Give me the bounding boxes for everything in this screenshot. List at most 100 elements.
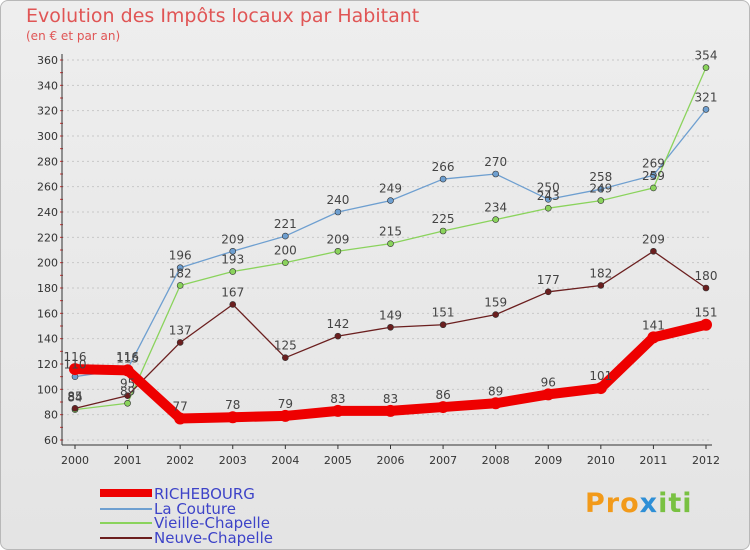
data-point-la-couture bbox=[544, 196, 552, 203]
data-label-richebourg: 96 bbox=[541, 375, 556, 389]
y-tick-label: 280 bbox=[37, 155, 58, 168]
data-label-vieille-chapelle: 243 bbox=[537, 189, 560, 203]
data-label-vieille-chapelle: 209 bbox=[326, 232, 349, 246]
data-point-la-couture bbox=[492, 170, 499, 178]
data-label-richebourg: 115 bbox=[116, 351, 139, 365]
data-label-neuve-chapelle: 142 bbox=[326, 317, 349, 331]
y-tick-label: 320 bbox=[37, 105, 58, 118]
data-point-la-couture bbox=[702, 106, 710, 113]
data-point-vieille-chapelle bbox=[334, 247, 342, 255]
data-point-neuve-chapelle bbox=[71, 405, 79, 412]
data-label-la-couture: 221 bbox=[274, 217, 297, 231]
proxiti-logo: Proxiti bbox=[585, 488, 693, 519]
x-tick-label: 2007 bbox=[429, 454, 457, 467]
legend-label-richebourg: RICHEBOURG bbox=[154, 485, 255, 503]
data-label-neuve-chapelle: 95 bbox=[120, 377, 135, 391]
chart-subtitle: (en € et par an) bbox=[26, 29, 121, 43]
data-point-neuve-chapelle bbox=[597, 282, 605, 289]
data-point-richebourg bbox=[647, 331, 660, 344]
data-point-la-couture bbox=[439, 175, 447, 183]
data-point-la-couture bbox=[597, 185, 605, 193]
data-point-richebourg bbox=[594, 382, 607, 395]
data-label-neuve-chapelle: 85 bbox=[67, 389, 82, 403]
data-label-richebourg: 78 bbox=[225, 398, 240, 412]
data-point-neuve-chapelle bbox=[650, 247, 657, 255]
legend-label-vieille-chapelle: Vieille-Chapelle bbox=[154, 514, 270, 532]
data-point-richebourg bbox=[226, 411, 239, 424]
data-point-vieille-chapelle bbox=[229, 268, 237, 275]
data-point-vieille-chapelle bbox=[387, 240, 394, 247]
legend-label-neuve-chapelle: Neuve-Chapelle bbox=[154, 529, 273, 547]
x-tick-label: 2009 bbox=[534, 454, 562, 467]
data-label-neuve-chapelle: 137 bbox=[169, 323, 192, 337]
data-point-richebourg bbox=[279, 409, 292, 422]
data-point-vieille-chapelle bbox=[702, 64, 710, 71]
data-point-la-couture bbox=[229, 247, 237, 255]
data-point-vieille-chapelle bbox=[650, 184, 657, 192]
data-point-neuve-chapelle bbox=[124, 392, 131, 399]
data-point-vieille-chapelle bbox=[282, 259, 289, 266]
data-point-neuve-chapelle bbox=[334, 332, 342, 340]
data-label-neuve-chapelle: 151 bbox=[432, 306, 455, 320]
logo-part-2: x bbox=[639, 488, 659, 519]
data-label-vieille-chapelle: 84 bbox=[67, 391, 82, 405]
data-point-richebourg bbox=[489, 397, 502, 410]
data-point-richebourg bbox=[69, 363, 81, 376]
x-tick-label: 2005 bbox=[324, 454, 352, 467]
data-label-vieille-chapelle: 259 bbox=[642, 169, 665, 183]
x-tick-label: 2010 bbox=[587, 454, 615, 467]
data-label-neuve-chapelle: 177 bbox=[537, 273, 560, 287]
data-point-richebourg bbox=[384, 404, 397, 417]
x-tick-label: 2001 bbox=[114, 454, 142, 467]
y-tick-label: 80 bbox=[44, 409, 58, 422]
data-point-richebourg bbox=[700, 318, 712, 331]
data-label-vieille-chapelle: 89 bbox=[120, 384, 135, 398]
legend-swatch-la-couture bbox=[100, 508, 152, 510]
y-tick-label: 60 bbox=[44, 434, 58, 447]
data-label-la-couture: 269 bbox=[642, 156, 665, 170]
x-tick-label: 2003 bbox=[219, 454, 247, 467]
data-point-vieille-chapelle bbox=[124, 399, 131, 407]
data-point-neuve-chapelle bbox=[544, 288, 552, 296]
data-label-neuve-chapelle: 159 bbox=[484, 296, 507, 310]
data-label-vieille-chapelle: 249 bbox=[589, 182, 612, 196]
x-tick-label: 2008 bbox=[482, 454, 510, 467]
y-tick-label: 100 bbox=[37, 383, 58, 396]
data-point-richebourg bbox=[121, 364, 134, 377]
data-label-richebourg: 83 bbox=[383, 392, 398, 406]
logo-part-1: Pro bbox=[585, 488, 640, 519]
y-tick-label: 180 bbox=[37, 282, 58, 295]
data-label-la-couture: 209 bbox=[221, 232, 244, 246]
data-point-neuve-chapelle bbox=[282, 354, 289, 361]
y-tick-label: 120 bbox=[37, 358, 58, 371]
data-label-richebourg: 77 bbox=[173, 399, 188, 413]
data-point-la-couture bbox=[334, 208, 342, 216]
y-tick-label: 240 bbox=[37, 206, 58, 219]
data-label-la-couture: 116 bbox=[116, 350, 139, 364]
data-point-neuve-chapelle bbox=[439, 321, 447, 329]
y-tick-label: 360 bbox=[37, 54, 58, 67]
y-tick-label: 220 bbox=[37, 231, 58, 244]
data-point-neuve-chapelle bbox=[176, 339, 184, 346]
data-point-la-couture bbox=[282, 232, 289, 240]
data-label-neuve-chapelle: 182 bbox=[589, 266, 612, 280]
legend-swatch-richebourg bbox=[100, 489, 152, 497]
data-point-neuve-chapelle bbox=[492, 311, 499, 318]
data-label-richebourg: 101 bbox=[589, 369, 612, 383]
data-label-richebourg: 83 bbox=[330, 392, 345, 406]
data-label-la-couture: 258 bbox=[589, 170, 612, 184]
logo-part-3: iti bbox=[658, 488, 693, 519]
data-label-la-couture: 110 bbox=[64, 358, 87, 372]
data-label-richebourg: 89 bbox=[488, 384, 503, 398]
data-point-la-couture bbox=[650, 171, 657, 179]
y-tick-label: 160 bbox=[37, 307, 58, 320]
data-label-vieille-chapelle: 354 bbox=[695, 49, 718, 63]
data-point-neuve-chapelle bbox=[387, 323, 394, 331]
data-label-neuve-chapelle: 149 bbox=[379, 308, 402, 322]
chart-title: Evolution des Impôts locaux par Habitant bbox=[26, 5, 420, 27]
data-point-vieille-chapelle bbox=[492, 216, 499, 223]
data-label-neuve-chapelle: 125 bbox=[274, 339, 297, 353]
data-label-richebourg: 116 bbox=[64, 350, 87, 364]
data-point-neuve-chapelle bbox=[702, 284, 710, 292]
